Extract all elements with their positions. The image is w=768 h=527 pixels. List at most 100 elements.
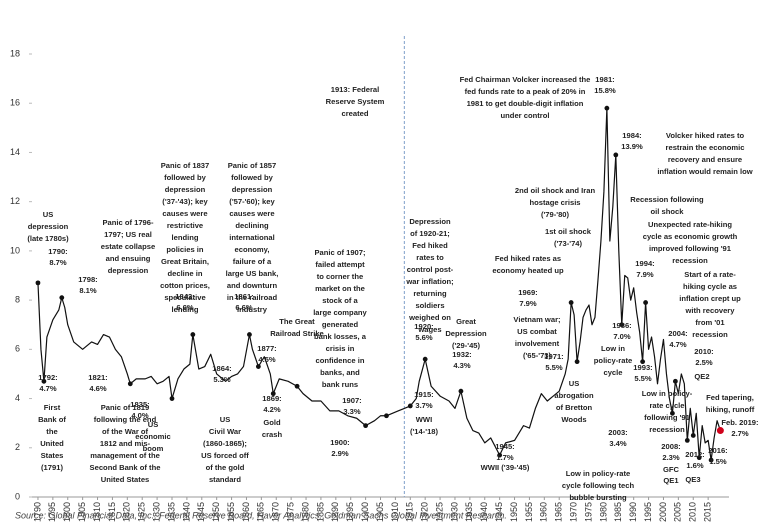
x-tick-label: 2005: [673, 502, 683, 522]
annotation: restrain the economic: [666, 143, 745, 152]
annotation: WWII ('39-'45): [481, 463, 530, 472]
x-tick-label: 1885: [315, 502, 325, 522]
annotation: Woods: [561, 415, 586, 424]
x-tick-label: 1905: [375, 502, 385, 522]
x-tick-label: 2000: [658, 502, 668, 522]
annotation: Fed hiked: [412, 241, 448, 250]
x-tick-label: 1880: [300, 502, 310, 522]
point-label: 2.9%: [331, 449, 349, 458]
point-label: 1981:: [595, 75, 614, 84]
point-label: 3.7%: [415, 401, 433, 410]
data-point: [708, 457, 714, 463]
annotation: US combat: [517, 327, 557, 336]
annotation: declining: [235, 221, 269, 230]
data-point: [255, 364, 261, 369]
annotation: policy-rate: [594, 356, 632, 365]
annotation: 1913: Federal: [331, 85, 380, 94]
point-label: 1861:: [234, 292, 253, 301]
annotation: causes were: [162, 209, 207, 218]
data-point: [670, 410, 675, 416]
annotation: depression: [165, 185, 206, 194]
annotation: Panic of 1819: [101, 403, 150, 412]
annotation: The Great: [279, 317, 315, 326]
annotation: ('79-'80): [541, 210, 570, 219]
annotation: lending: [172, 233, 199, 242]
annotation: economic: [135, 432, 170, 441]
point-label: 4.7%: [669, 340, 687, 349]
annotation: improved following '91: [649, 244, 732, 253]
annotation: of Bretton: [556, 403, 593, 412]
annotation: inflation crept up: [679, 294, 741, 303]
x-tick-label: 1870: [271, 502, 281, 522]
annotation: and downturn: [227, 281, 278, 290]
data-point: [247, 332, 252, 337]
annotation: Recession following: [630, 195, 704, 204]
point-label: 2.5%: [695, 358, 713, 367]
y-tick-label: 14: [10, 147, 20, 157]
annotation: Low in policy-: [642, 389, 693, 398]
annotation: decline in: [167, 269, 202, 278]
annotation: cycle as economic growth: [643, 232, 738, 241]
annotation: stock of a: [322, 296, 358, 305]
annotation: industry: [237, 305, 268, 314]
annotation: causes were: [229, 209, 274, 218]
annotation: cotton prices,: [160, 281, 210, 290]
point-label: 1986:: [612, 321, 631, 330]
annotation: Vietnam war;: [513, 315, 560, 324]
x-tick-label: 1875: [286, 502, 296, 522]
x-tick-label: 1860: [241, 502, 251, 522]
annotation: with recovery: [685, 306, 736, 315]
x-tick-label: 1935: [464, 502, 474, 522]
annotation: boom: [143, 444, 164, 453]
annotation: recession: [672, 256, 708, 265]
point-label: 1907:: [342, 396, 361, 405]
point-label: 6.6%: [235, 303, 253, 312]
annotation: QE3: [685, 475, 700, 484]
annotation: weighed on: [408, 313, 451, 322]
x-tick-label: 1985: [613, 502, 623, 522]
annotation: Depression: [409, 217, 451, 226]
x-tick-label: 1910: [390, 502, 400, 522]
annotation: Bank of: [38, 415, 66, 424]
point-label: 4.3%: [453, 361, 471, 370]
point-label: 1971:: [544, 352, 563, 361]
point-label: 2012:: [685, 450, 704, 459]
annotation: Low in policy-rate: [566, 469, 631, 478]
x-tick-label: 2010: [688, 502, 698, 522]
x-tick-label: 1965: [554, 502, 564, 522]
annotation: soldiers: [415, 301, 444, 310]
x-tick-label: 1825: [137, 502, 147, 522]
annotation: Volcker hiked rates to: [666, 131, 745, 140]
annotation: Railroad Strike: [270, 329, 324, 338]
data-point: [407, 403, 413, 409]
data-point: [497, 452, 503, 458]
point-label: 1821:: [88, 373, 107, 382]
annotation: Panic of 1796-: [102, 218, 154, 227]
annotation: policies in: [166, 245, 203, 254]
point-label: 7.9%: [636, 270, 654, 279]
annotation: hostage crisis: [529, 198, 580, 207]
annotation: cycle: [603, 368, 622, 377]
annotation: cycle following tech: [562, 481, 635, 490]
annotation: ('73-'74): [554, 239, 583, 248]
annotation: to corner the: [317, 272, 363, 281]
annotation: ('65-'73): [523, 351, 552, 360]
point-label: 13.9%: [621, 142, 643, 151]
x-tick-label: 1850: [211, 502, 221, 522]
point-label: 2.3%: [662, 453, 680, 462]
annotation: Panic of 1837: [161, 161, 210, 170]
y-tick-label: 8: [15, 294, 20, 304]
point-label: 1915:: [414, 390, 433, 399]
point-label: 1842:: [175, 292, 194, 301]
annotation: lending: [172, 305, 199, 314]
annotation: Civil War: [209, 427, 241, 436]
x-tick-label: 1845: [196, 502, 206, 522]
point-label: 1932:: [452, 350, 471, 359]
x-tick-label: 1920: [420, 502, 430, 522]
annotation: of 1920-21;: [410, 229, 450, 238]
data-point: [672, 378, 678, 384]
annotation: 1812 and mis-: [100, 439, 151, 448]
point-label: 1877:: [257, 344, 276, 353]
point-label: 4.2%: [263, 405, 281, 414]
